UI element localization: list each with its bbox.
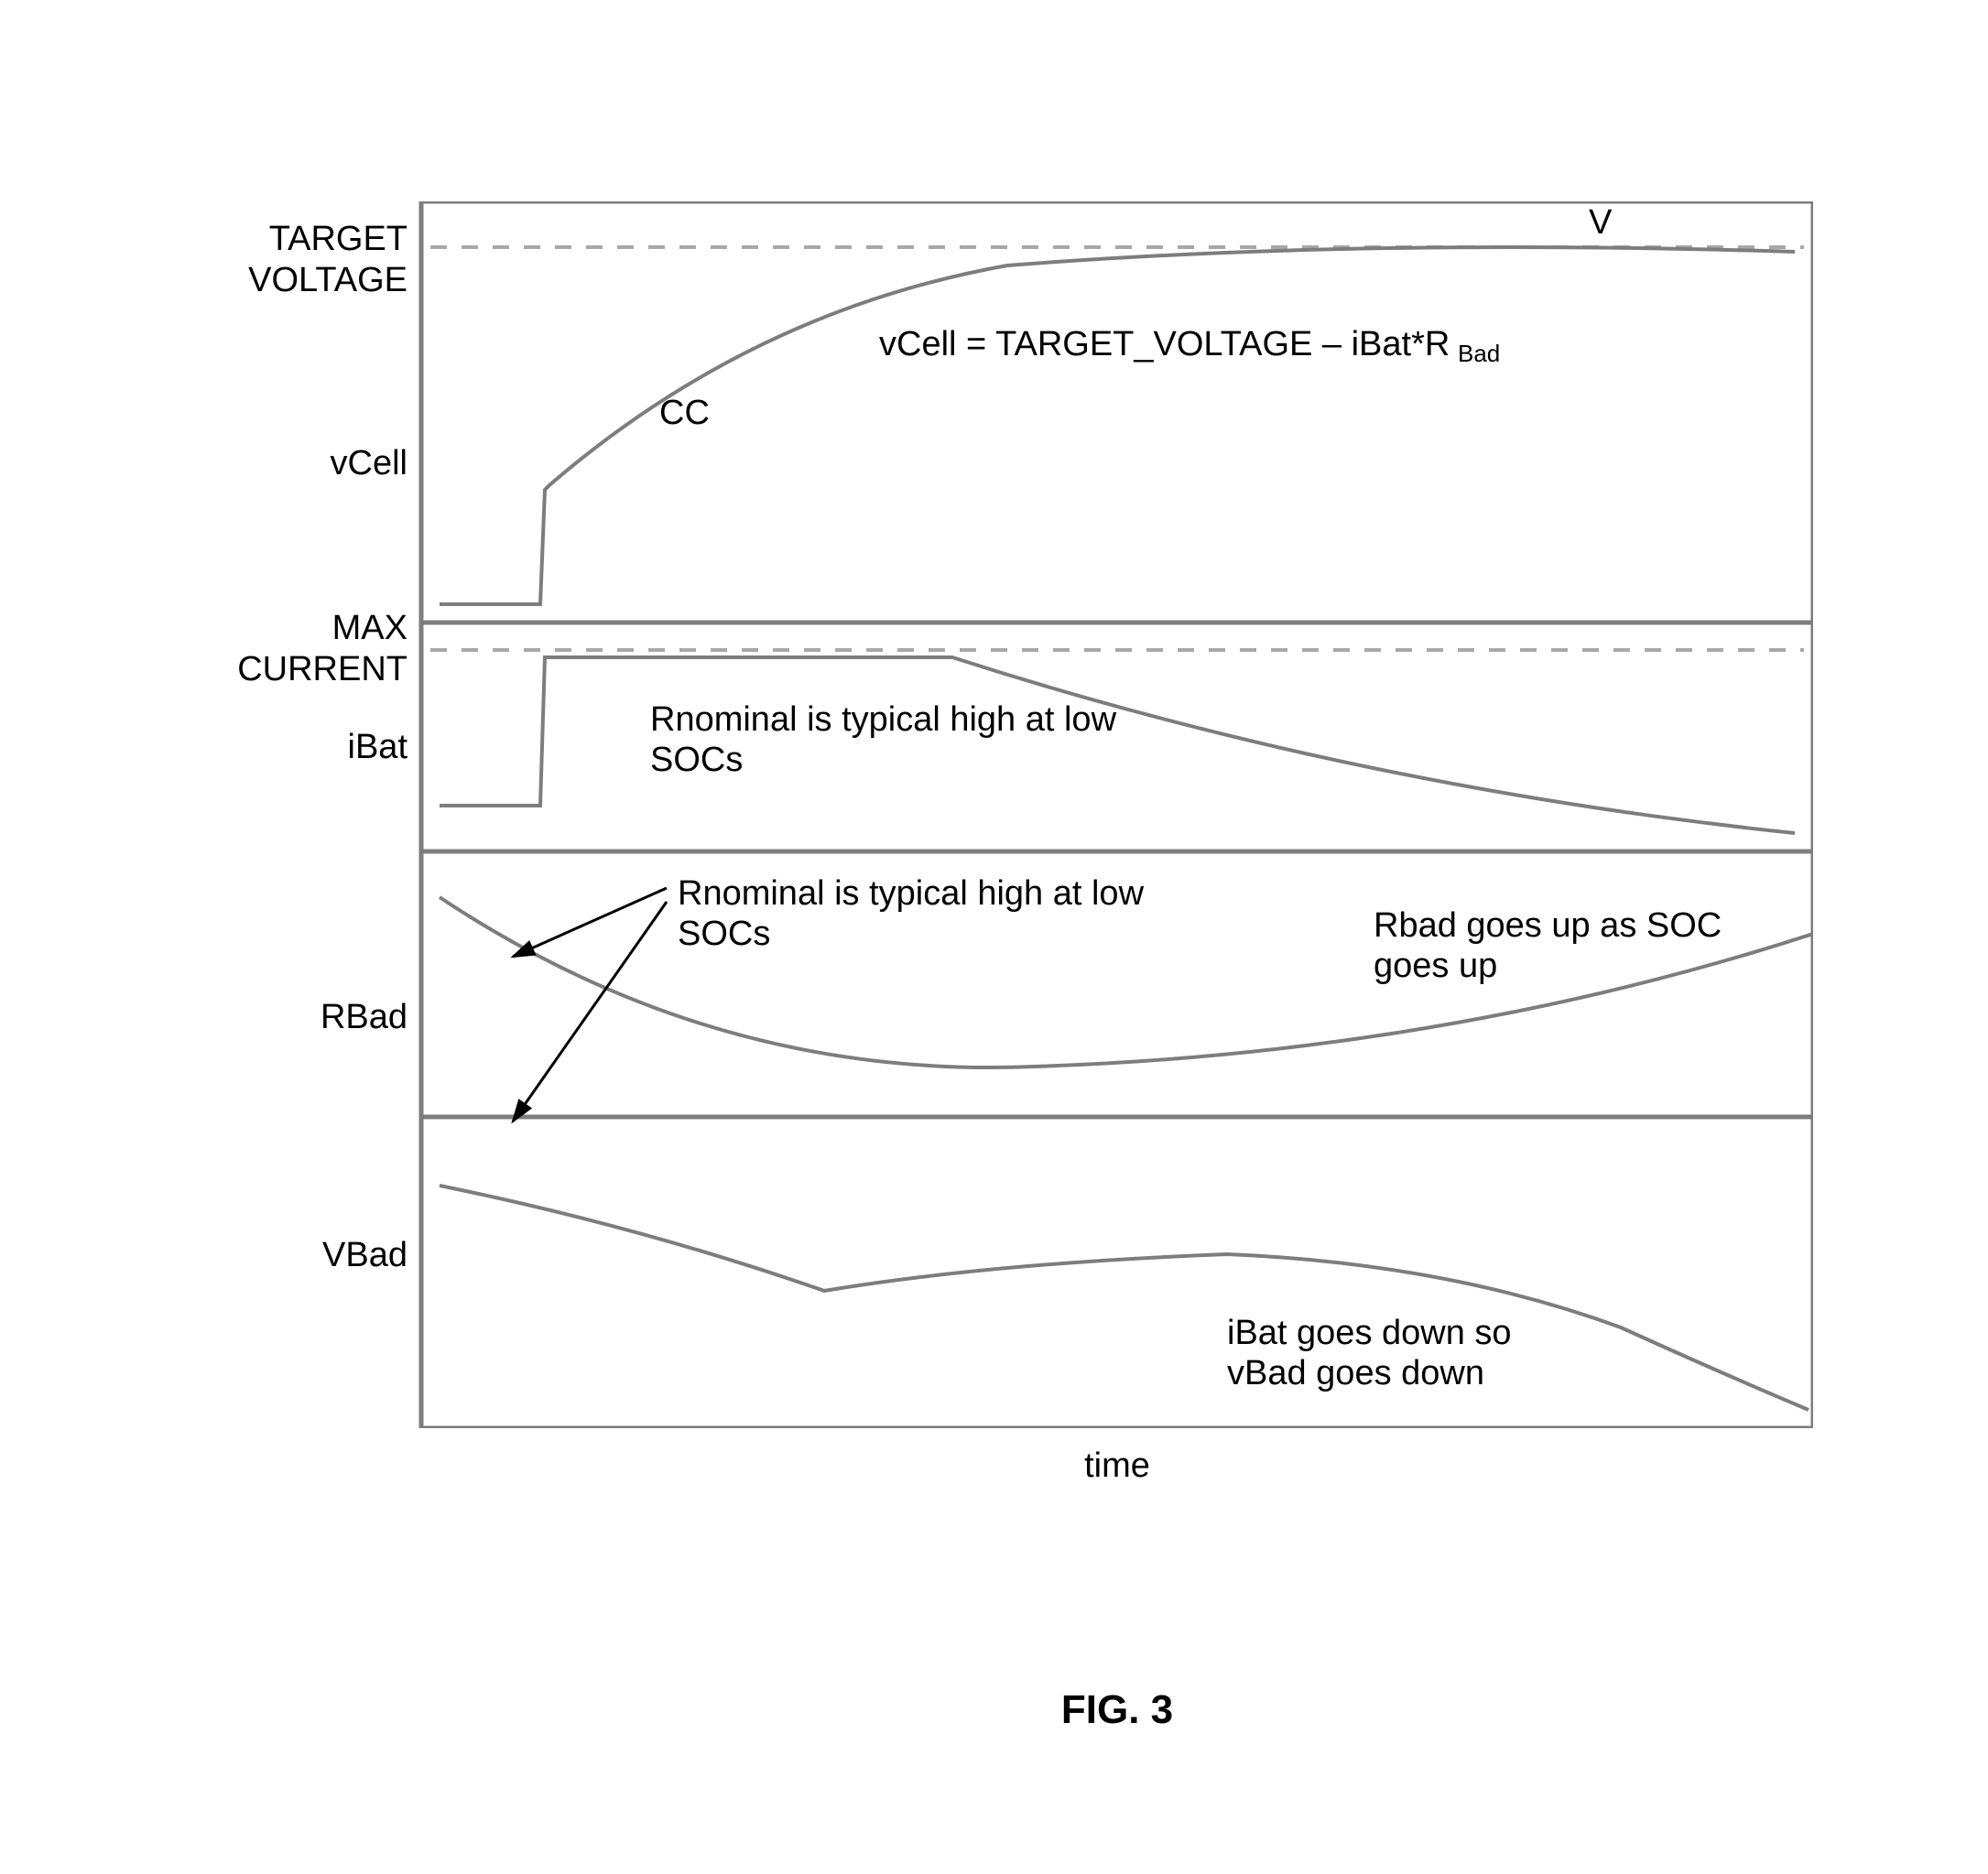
y-axis-label: vCell bbox=[331, 444, 407, 483]
annotation-text: Bad bbox=[1458, 341, 1500, 368]
annotation-text: CC bbox=[659, 394, 710, 434]
annotation-text: Rbad goes up as SOC goes up bbox=[1374, 906, 1722, 986]
x-axis-label: time bbox=[165, 1446, 1813, 1486]
annotation-text: Rnominal is typical high at low SOCs bbox=[650, 700, 1116, 780]
y-axis-label: TARGET bbox=[269, 220, 407, 259]
plot-svg bbox=[165, 201, 1813, 1428]
y-axis-label: CURRENT bbox=[237, 650, 407, 689]
annotation-text: Rnominal is typical high at low SOCs bbox=[678, 874, 1144, 954]
chart-area: TARGETVOLTAGEvCellMAXCURRENTiBatRBadVBad… bbox=[165, 201, 1813, 1428]
y-axis-label: VOLTAGE bbox=[248, 261, 407, 300]
figure-3: TARGETVOLTAGEvCellMAXCURRENTiBatRBadVBad… bbox=[165, 201, 1813, 1733]
annotation-text: iBat goes down so vBad goes down bbox=[1227, 1314, 1512, 1393]
figure-caption: FIG. 3 bbox=[165, 1687, 1813, 1733]
y-axis-label: RBad bbox=[320, 998, 407, 1037]
y-axis-label: VBad bbox=[322, 1236, 407, 1275]
y-axis-label: iBat bbox=[348, 728, 407, 767]
annotation-text: V bbox=[1589, 203, 1612, 244]
annotation-text: vCell = TARGET_VOLTAGE – iBat*R bbox=[879, 325, 1450, 365]
y-axis-label: MAX bbox=[332, 609, 407, 648]
